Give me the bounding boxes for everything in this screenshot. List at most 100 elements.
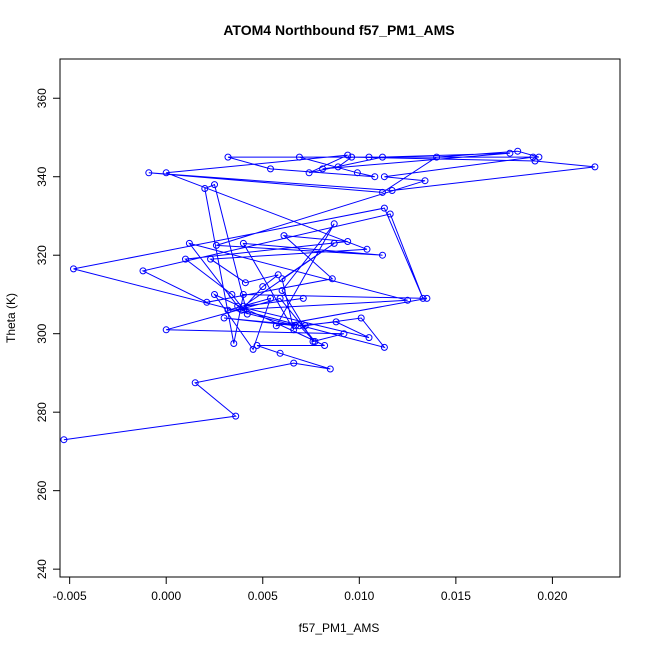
data-point [211, 181, 218, 189]
data-point [380, 173, 388, 181]
data-point [334, 163, 342, 171]
data-point [386, 210, 394, 218]
data-point [139, 267, 147, 275]
data-point [290, 359, 298, 367]
data-point [404, 296, 412, 304]
data-point [419, 294, 427, 302]
data-point [531, 157, 539, 165]
data-point [203, 298, 211, 306]
data-point [185, 239, 193, 247]
data-point [514, 147, 522, 155]
series-layer [60, 147, 599, 444]
y-tick-label: 300 [35, 323, 49, 343]
data-point [330, 220, 338, 228]
y-tick-label: 360 [35, 88, 49, 108]
x-tick-label: 0.010 [344, 589, 374, 603]
data-point [328, 275, 336, 283]
data-point [243, 310, 251, 318]
data-point [162, 326, 170, 334]
data-point [344, 151, 352, 159]
data-point [348, 153, 356, 161]
data-point [278, 287, 286, 294]
data-point [380, 343, 388, 351]
y-tick-label: 280 [35, 402, 49, 422]
data-point [207, 255, 215, 263]
data-point [220, 314, 228, 322]
data-point [321, 342, 329, 349]
data-point [326, 365, 334, 373]
data-point [344, 238, 352, 245]
data-point [201, 185, 209, 192]
data-point [290, 326, 298, 334]
x-tick-label: 0.005 [248, 589, 278, 603]
data-point [70, 265, 77, 273]
x-tick-label: 0.015 [441, 589, 471, 603]
data-point [330, 239, 338, 247]
y-axis: 240 260 280 300 320 340 360 [35, 88, 61, 579]
data-point [353, 169, 361, 177]
data-point [230, 340, 238, 347]
data-point [224, 306, 232, 314]
data-point [239, 291, 247, 298]
data-point [357, 314, 365, 322]
x-tick-label: -0.005 [53, 589, 87, 603]
x-axis: -0.005 0.000 0.005 0.010 0.015 0.020 [53, 576, 568, 603]
data-point [421, 177, 429, 185]
data-point [379, 188, 386, 196]
data-point [506, 149, 514, 157]
data-point [232, 412, 240, 420]
plot-frame [59, 58, 621, 578]
data-point [309, 338, 317, 345]
x-tick-label: 0.020 [537, 589, 567, 603]
data-point [228, 291, 236, 298]
data-point [191, 379, 199, 387]
x-axis-label: f57_PM1_AMS [299, 621, 380, 635]
data-point [529, 153, 537, 161]
data-point [276, 349, 284, 357]
data-point [272, 322, 280, 330]
data-point [259, 283, 267, 291]
data-point [311, 338, 319, 345]
data-point [295, 153, 303, 161]
data-point [365, 334, 373, 342]
data-point [274, 271, 282, 279]
data-point [267, 165, 274, 173]
series-line [63, 150, 595, 441]
data-point [267, 294, 274, 302]
data-point [280, 232, 288, 240]
data-point [301, 322, 309, 330]
data-point [299, 294, 307, 302]
data-point [249, 345, 257, 353]
data-point [241, 279, 249, 287]
data-point [423, 294, 431, 302]
data-point [388, 187, 396, 194]
data-point [239, 239, 247, 247]
data-point [380, 204, 388, 212]
data-point [305, 169, 313, 177]
y-axis-label: Theta (K) [4, 293, 18, 343]
data-point [238, 306, 245, 314]
data-point [363, 245, 371, 253]
data-point [239, 302, 247, 310]
data-point [212, 241, 220, 249]
data-point [340, 330, 348, 338]
y-tick-label: 260 [35, 480, 49, 500]
data-point [379, 251, 386, 259]
data-point [278, 275, 286, 283]
data-point [332, 318, 340, 326]
data-point [292, 322, 300, 330]
data-point [145, 169, 153, 177]
data-point [253, 342, 261, 349]
data-point [276, 294, 284, 302]
data-point [224, 153, 232, 161]
data-point [319, 165, 327, 173]
data-point [211, 291, 218, 298]
y-tick-label: 240 [35, 559, 49, 579]
data-point [371, 173, 379, 181]
y-tick-label: 340 [35, 166, 49, 186]
y-tick-label: 320 [35, 245, 49, 265]
data-point [433, 153, 441, 161]
data-point [379, 153, 386, 161]
data-point [60, 436, 68, 444]
